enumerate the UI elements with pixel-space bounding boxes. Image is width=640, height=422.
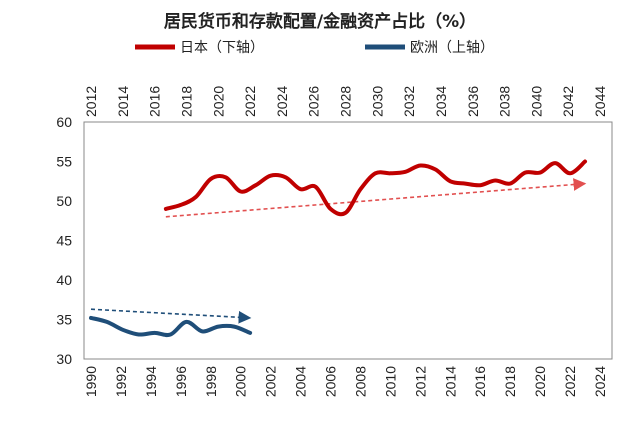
x-tick-label-top: 2040 bbox=[528, 86, 544, 117]
x-tick-label-bottom: 1990 bbox=[83, 366, 99, 397]
series-lines bbox=[89, 159, 587, 338]
x-tick-label-top: 2018 bbox=[178, 86, 194, 117]
legend: 日本（下轴） 欧洲（上轴） bbox=[135, 40, 494, 56]
y-axis: 30 35 40 45 50 55 60 bbox=[56, 114, 72, 367]
japan-trend-arrow bbox=[165, 178, 587, 218]
y-tick-label: 40 bbox=[56, 272, 72, 288]
x-tick-label-bottom: 2018 bbox=[502, 366, 518, 397]
x-tick-label-bottom: 2012 bbox=[412, 366, 428, 397]
chart-title: 居民货币和存款配置/金融资产占比（%） bbox=[164, 11, 476, 32]
x-tick-label-bottom: 2010 bbox=[382, 366, 398, 397]
x-tick-label-bottom: 2022 bbox=[562, 366, 578, 397]
x-tick-label-top: 2032 bbox=[401, 86, 417, 117]
x-tick-label-bottom: 2006 bbox=[323, 366, 339, 397]
x-tick-label-bottom: 2002 bbox=[263, 366, 279, 397]
x-tick-label-bottom: 2024 bbox=[592, 366, 608, 397]
y-tick-label: 30 bbox=[56, 351, 72, 367]
x-tick-label-bottom: 1996 bbox=[173, 366, 189, 397]
legend-label-japan: 日本（下轴） bbox=[180, 40, 264, 56]
x-tick-label-bottom: 2004 bbox=[293, 366, 309, 397]
y-tick-label: 60 bbox=[56, 114, 72, 130]
x-tick-label-bottom: 2020 bbox=[532, 366, 548, 397]
europe-series-line bbox=[89, 315, 253, 338]
bottom-axis: 1990 1992 1994 1996 1998 2000 2002 2004 2006 2008… bbox=[83, 366, 608, 397]
x-tick-label-top: 2038 bbox=[497, 86, 513, 117]
y-tick-label: 45 bbox=[56, 233, 72, 249]
x-tick-label-bottom: 2008 bbox=[352, 366, 368, 397]
legend-label-europe: 欧洲（上轴） bbox=[410, 40, 494, 56]
y-tick-label: 55 bbox=[56, 154, 72, 170]
y-tick-label: 35 bbox=[56, 312, 72, 328]
x-tick-label-top: 2034 bbox=[433, 86, 449, 117]
x-tick-label-bottom: 1992 bbox=[113, 366, 129, 397]
x-tick-label-bottom: 2014 bbox=[442, 366, 458, 397]
x-tick-label-top: 2042 bbox=[560, 86, 576, 117]
y-tick-label: 50 bbox=[56, 193, 72, 209]
x-tick-label-top: 2044 bbox=[592, 86, 608, 117]
europe-trend-arrow bbox=[90, 308, 252, 324]
x-tick-label-bottom: 1994 bbox=[143, 366, 159, 397]
top-axis: 2012 2014 2016 2018 2020 2022 2024 2026 2028 2030… bbox=[83, 86, 608, 117]
x-tick-label-bottom: 1998 bbox=[203, 366, 219, 397]
japan-series-line bbox=[163, 159, 587, 217]
x-tick-label-top: 2012 bbox=[83, 86, 99, 117]
x-tick-label-top: 2030 bbox=[369, 86, 385, 117]
x-tick-label-top: 2022 bbox=[242, 86, 258, 117]
x-tick-label-top: 2028 bbox=[338, 86, 354, 117]
x-tick-label-top: 2016 bbox=[147, 86, 163, 117]
x-tick-label-top: 2026 bbox=[306, 86, 322, 117]
plot-area bbox=[83, 121, 613, 360]
x-tick-label-top: 2014 bbox=[115, 86, 131, 117]
trend-lines bbox=[90, 178, 587, 324]
x-tick-label-bottom: 2016 bbox=[472, 366, 488, 397]
x-tick-label-top: 2020 bbox=[210, 86, 226, 117]
x-tick-label-top: 2024 bbox=[274, 86, 290, 117]
x-tick-label-bottom: 2000 bbox=[233, 366, 249, 397]
x-tick-label-top: 2036 bbox=[465, 86, 481, 117]
